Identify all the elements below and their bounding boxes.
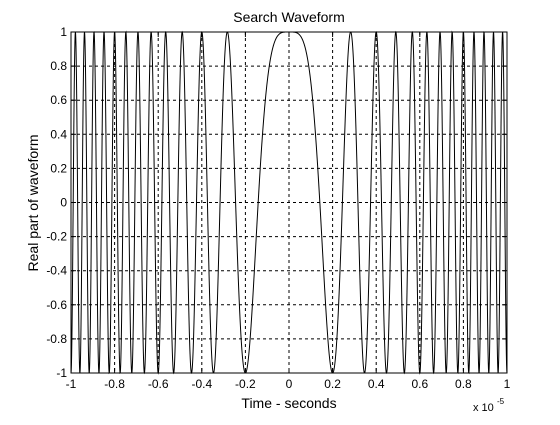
x-axis-multiplier-exponent: -5 <box>497 397 505 406</box>
x-tick-label: 0.2 <box>324 377 341 391</box>
y-tick-label: 0 <box>60 196 67 210</box>
x-tick-labels: -1 -0.8 -0.6 -0.4 -0.2 0 0.2 0.4 0.6 0.8 1 <box>66 377 511 391</box>
tick-marks <box>70 31 508 374</box>
y-tick-labels: -1 -0.8 -0.6 -0.4 -0.2 0 0.2 0.4 0.6 0.8 1 <box>46 25 67 380</box>
x-tick-label: 0.4 <box>368 377 385 391</box>
y-tick-label: -0.8 <box>46 332 67 346</box>
x-tick-label: -0.2 <box>235 377 256 391</box>
x-tick-label: -0.4 <box>191 377 212 391</box>
chart-title: Search Waveform <box>233 9 345 25</box>
x-axis-label: Time - seconds <box>241 395 336 411</box>
y-tick-label: -1 <box>56 366 67 380</box>
y-tick-label: -0.6 <box>46 298 67 312</box>
y-tick-label: 0.8 <box>50 59 67 73</box>
y-tick-label: -0.4 <box>46 264 67 278</box>
x-tick-label: -0.8 <box>104 377 125 391</box>
y-tick-label: 1 <box>60 25 67 39</box>
y-axis-label: Real part of waveform <box>25 135 41 272</box>
y-tick-label: 0.4 <box>50 127 67 141</box>
x-tick-label: 1 <box>504 377 511 391</box>
y-tick-label: 0.2 <box>50 161 67 175</box>
x-tick-label: 0.8 <box>455 377 472 391</box>
y-tick-label: -0.2 <box>46 230 67 244</box>
x-axis-multiplier: x 10 <box>473 402 494 414</box>
x-tick-label: -0.6 <box>148 377 169 391</box>
x-tick-label: 0.6 <box>411 377 428 391</box>
x-tick-label: 0 <box>286 377 293 391</box>
y-tick-label: 0.6 <box>50 93 67 107</box>
x-tick-label: -1 <box>66 377 77 391</box>
grid-lines <box>71 32 507 373</box>
